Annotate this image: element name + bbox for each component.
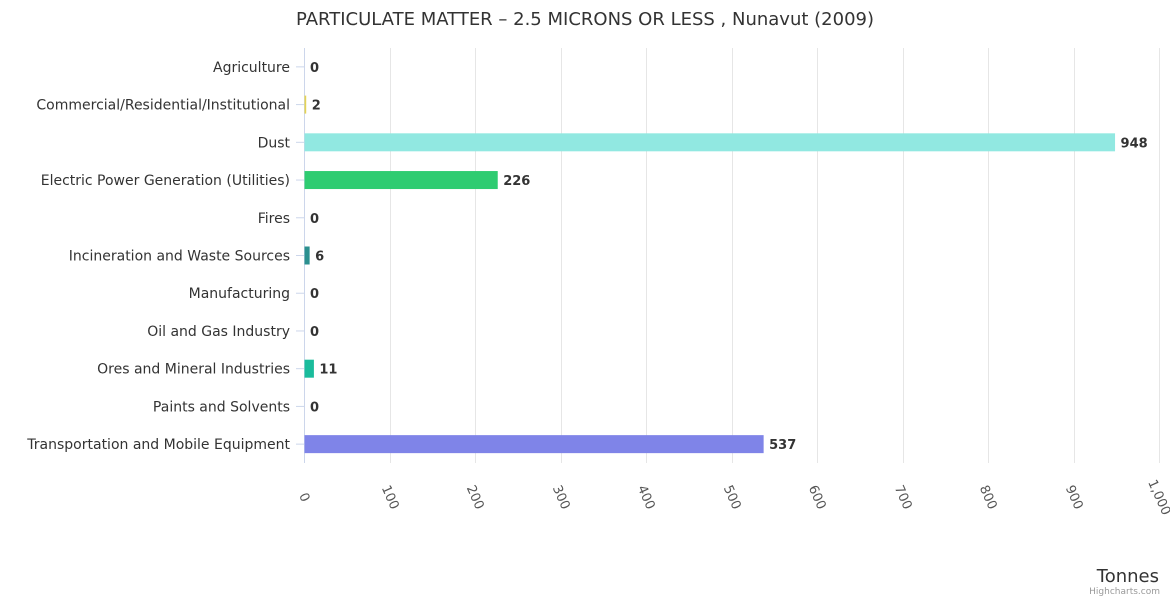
x-tick-label: 600 — [805, 483, 829, 512]
data-label: 0 — [310, 212, 319, 227]
category-label: Transportation and Mobile Equipment — [26, 437, 290, 453]
data-label: 0 — [310, 325, 319, 340]
x-tick-label: 1,000 — [1144, 478, 1170, 518]
tick-labels: 0 100 200 300 400 500 600 700 800 900 1,000 — [295, 478, 1170, 518]
bar[interactable] — [304, 359, 314, 378]
x-axis-title: Tonnes — [1096, 566, 1159, 587]
category-label: Commercial/Residential/Institutional — [36, 98, 290, 114]
category-label: Agriculture — [213, 60, 290, 76]
category-label: Electric Power Generation (Utilities) — [41, 173, 290, 189]
bar[interactable] — [304, 435, 764, 454]
category-label: Manufacturing — [189, 286, 290, 302]
credits[interactable]: Highcharts.com — [1089, 587, 1160, 597]
x-tick-label: 400 — [634, 483, 658, 512]
data-label: 226 — [503, 174, 530, 189]
bar[interactable] — [304, 171, 498, 190]
bar[interactable] — [304, 95, 307, 114]
x-tick-label: 700 — [891, 483, 915, 512]
category-label: Dust — [258, 135, 291, 151]
gridlines — [304, 48, 1160, 463]
data-label: 11 — [319, 363, 337, 378]
x-tick-label: 800 — [976, 483, 1000, 512]
data-label: 948 — [1121, 136, 1148, 151]
value-labels: 0 2 948 226 0 6 0 0 11 0 537 — [310, 61, 1148, 453]
category-label: Paints and Solvents — [153, 399, 290, 415]
data-label: 0 — [310, 287, 319, 302]
category-label: Ores and Mineral Industries — [97, 362, 290, 378]
x-tick-label: 0 — [295, 491, 312, 505]
data-label: 6 — [315, 250, 324, 265]
x-tick-label: 200 — [463, 483, 487, 512]
data-label: 0 — [310, 400, 319, 415]
x-tick-label: 100 — [378, 483, 402, 512]
bar[interactable] — [304, 246, 310, 265]
x-tick-label: 500 — [720, 483, 744, 512]
data-label: 0 — [310, 61, 319, 76]
data-label: 537 — [769, 438, 796, 453]
x-tick-label: 300 — [549, 483, 573, 512]
bars — [304, 95, 1116, 454]
category-label: Fires — [258, 211, 290, 227]
data-label: 2 — [312, 99, 321, 114]
x-tick-label: 900 — [1062, 483, 1086, 512]
category-labels: Agriculture Commercial/Residential/Instit… — [26, 60, 304, 453]
category-label: Oil and Gas Industry — [147, 324, 290, 340]
bar[interactable] — [304, 133, 1116, 152]
chart-title: PARTICULATE MATTER – 2.5 MICRONS OR LESS… — [296, 9, 874, 30]
category-label: Incineration and Waste Sources — [69, 249, 290, 265]
